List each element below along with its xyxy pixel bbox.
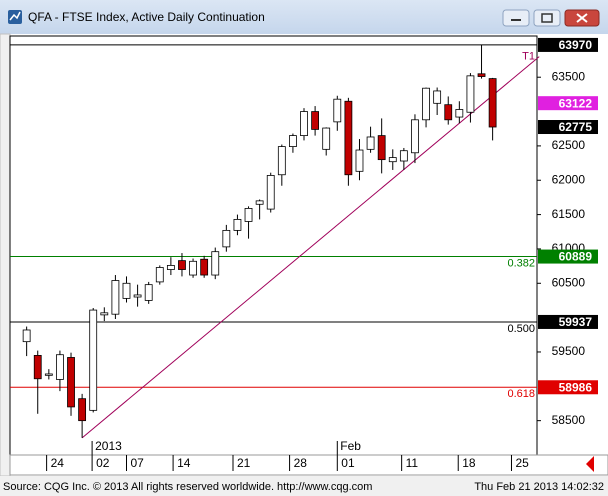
candle-body [488, 78, 497, 128]
trendline-label: T1 [522, 51, 535, 63]
close-glyph [576, 13, 588, 23]
price-box-label: 63122 [559, 96, 593, 110]
y-tick-label: 63500 [552, 69, 586, 83]
candle-body [377, 135, 386, 161]
x-tick-label: 11 [406, 456, 419, 470]
price-box [538, 314, 598, 329]
candle-body [111, 280, 120, 315]
maximize-glyph [541, 13, 553, 23]
x-tick-label: 07 [130, 456, 144, 470]
minimize-button[interactable] [502, 9, 530, 27]
price-box-label: 62775 [559, 120, 593, 134]
maximize-button[interactable] [533, 9, 561, 27]
price-box [538, 380, 598, 395]
y-tick-label: 62500 [552, 138, 586, 152]
candle-body [200, 258, 209, 276]
candle-body [366, 136, 375, 150]
candle-body [155, 267, 164, 283]
candle-body [322, 127, 331, 150]
candle-body [399, 150, 408, 162]
trendline [81, 56, 540, 439]
candle-body [388, 157, 397, 163]
window-buttons[interactable] [502, 9, 600, 27]
candle-body [333, 98, 342, 123]
x-tick-label: 18 [462, 456, 476, 470]
x-tick-label: 01 [341, 456, 355, 470]
price-box [538, 249, 598, 264]
period-label: Feb [340, 439, 361, 453]
footer-source: Source: CQG Inc. © 2013 All rights reser… [3, 481, 372, 493]
y-tick-label: 58500 [552, 413, 586, 427]
x-tick-label: 25 [515, 456, 529, 470]
candle-body [67, 357, 75, 408]
candle-body [33, 355, 42, 380]
price-box-label: 58986 [559, 380, 593, 394]
left-strip [0, 33, 11, 477]
y-tick-label: 61500 [552, 207, 586, 221]
price-box-label: 60889 [559, 250, 593, 264]
candle-body [266, 175, 275, 210]
x-tick-label: 21 [237, 456, 251, 470]
candle-body [244, 208, 253, 222]
candle-body [178, 260, 186, 270]
candle-body [233, 218, 242, 231]
price-box [538, 96, 598, 111]
candle-body [455, 109, 464, 118]
candle-body [411, 119, 419, 154]
fib-label: 0.382 [507, 257, 535, 269]
candle-body [311, 111, 320, 130]
fib-label: 0.618 [507, 388, 535, 400]
candle-body [477, 73, 486, 77]
price-box [538, 37, 598, 52]
y-tick-label: 60500 [552, 275, 586, 289]
candle-body [100, 312, 109, 316]
candle-body [255, 200, 264, 205]
candle-body [355, 149, 364, 172]
candle-body [211, 251, 220, 276]
candle-body [144, 284, 153, 301]
candle-body [22, 329, 31, 343]
candle-body [56, 354, 64, 380]
candle-body [222, 229, 231, 248]
window-title: QFA - FTSE Index, Active Daily Continuat… [28, 10, 265, 24]
x-tick-label: 28 [294, 456, 308, 470]
period-label: 2013 [95, 439, 122, 453]
candle-body [433, 90, 442, 104]
footer-timestamp: Thu Feb 21 2013 14:02:32 [474, 481, 604, 493]
candle-body [300, 111, 308, 136]
price-box [538, 120, 598, 135]
candle-body [166, 265, 175, 270]
candle-body [78, 398, 87, 422]
price-box-label: 63970 [559, 38, 593, 52]
scroll-arrow[interactable] [586, 456, 594, 472]
plot-area [9, 35, 538, 456]
candle-body [133, 294, 142, 298]
status-bar [0, 476, 608, 496]
candle-body [89, 309, 98, 411]
candle-body [444, 104, 453, 121]
x-tick-label: 02 [96, 456, 110, 470]
candle-body [44, 373, 53, 376]
x-tick-label: 14 [177, 456, 191, 470]
x-tick-label: 24 [51, 456, 65, 470]
candle-body [277, 146, 286, 176]
fib-label: 0.500 [507, 323, 535, 335]
y-tick-label: 59500 [552, 344, 586, 358]
candle-body [189, 260, 197, 276]
candle-body [289, 135, 297, 147]
candle-body [422, 87, 430, 121]
candle-body [122, 282, 131, 299]
app-icon-glyph [9, 11, 21, 21]
y-tick-label: 62000 [552, 172, 586, 186]
candle-body [344, 100, 353, 176]
price-box-label: 59937 [559, 315, 593, 329]
candle-body [466, 75, 475, 113]
chart: 5850059500605006100061500620006250063500… [10, 37, 598, 471]
